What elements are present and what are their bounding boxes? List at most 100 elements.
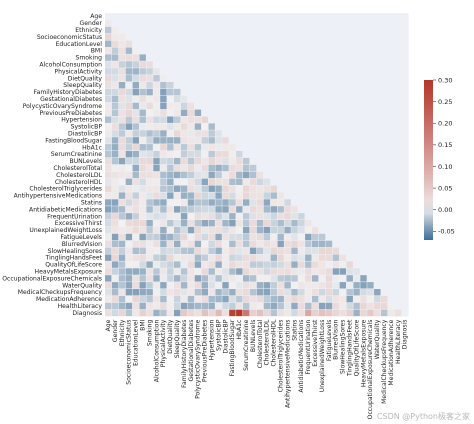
heatmap-cell-39-13 [194,282,202,289]
heatmap-cell-27-19 [236,199,243,206]
heatmap-cell-29-24 [270,213,277,220]
heatmap-cell-30-16 [215,220,222,227]
heatmap-cell-30-29 [305,220,312,227]
heatmap-cell-26-13 [194,192,202,199]
heatmap-cell-30-28 [298,220,305,227]
heatmap-cell-35-27 [291,254,298,261]
heatmap-cell-35-12 [187,254,195,261]
heatmap-cell-34-23 [263,247,271,254]
heatmap-cell-8-0 [105,68,112,75]
heatmap-cell-43-28 [298,309,305,317]
heatmap-cell-37-29 [305,268,312,275]
heatmap-cell-17-0 [105,130,112,137]
heatmap-cell-19-15 [208,144,215,151]
heatmap-cell-43-1 [111,309,119,317]
heatmap-cell-22-9 [167,164,174,172]
heatmap-cell-11-2 [118,88,126,96]
heatmap-cell-42-33 [332,302,340,310]
y-tick-label: GestationalDiabetes [40,96,102,103]
heatmap-cell-31-25 [277,226,284,234]
heatmap-cell-41-18 [229,295,236,303]
heatmap-cell-36-21 [249,261,257,268]
heatmap-cell-23-10 [174,171,181,179]
heatmap-cell-20-4 [132,151,139,158]
heatmap-cell-20-16 [215,151,222,158]
heatmap-cell-43-3 [125,309,133,317]
heatmap-cell-22-15 [208,164,215,172]
heatmap-cell-9-8 [160,75,167,82]
heatmap-cell-13-11 [180,102,188,110]
heatmap-cell-36-35 [346,261,353,268]
heatmap-cell-11-6 [146,88,153,96]
heatmap-cell-36-24 [270,261,277,268]
heatmap-cell-43-42 [394,309,402,317]
y-tick-label: SleepQuality [63,82,102,89]
heatmap-cell-19-13 [194,144,202,151]
heatmap-cell-29-25 [277,213,284,220]
heatmap-cell-12-10 [174,95,181,103]
heatmap-cell-16-13 [194,123,202,130]
heatmap-cell-12-8 [160,95,167,103]
x-tick-label: SocioeconomicStatus [126,320,133,385]
heatmap-cell-18-7 [153,137,160,144]
heatmap-cell-35-17 [222,254,229,261]
heatmap-cell-22-3 [125,164,133,172]
heatmap-cell-30-15 [208,220,215,227]
heatmap-cell-12-1 [111,95,119,103]
y-tick-label: CholesterolTriglycerides [29,186,102,193]
heatmap-cell-36-0 [105,261,112,268]
heatmap-cell-43-17 [222,309,229,317]
heatmap-cell-17-13 [194,130,202,137]
heatmap-cell-41-36 [353,295,360,303]
y-tick-label: SlowHealingSores [48,248,102,255]
heatmap-cell-31-24 [270,226,277,234]
heatmap-cell-33-6 [146,240,153,248]
heatmap-cell-37-3 [125,268,133,275]
heatmap-cell-37-9 [167,268,174,275]
heatmap-cell-30-10 [174,220,181,227]
heatmap-cell-26-2 [118,192,126,199]
heatmap-cell-27-9 [167,199,174,206]
heatmap-cell-21-2 [118,157,126,165]
heatmap-cell-29-18 [229,213,236,220]
colorbar-tick-label: 0.20 [438,120,452,128]
x-tick-label: Statins [291,320,298,341]
heatmap-cell-33-4 [132,240,139,248]
heatmap-cell-26-6 [146,192,153,199]
heatmap-cell-11-4 [132,88,139,96]
heatmap-cell-34-28 [298,247,305,254]
heatmap-cell-38-32 [325,275,333,282]
heatmap-cell-23-8 [160,171,167,179]
heatmap-cell-16-6 [146,123,153,130]
x-tick-label: PreviousPreDiabetes [202,320,209,383]
heatmap-cell-35-4 [132,254,139,261]
heatmap-cell-26-12 [187,192,195,199]
colorbar-tick-label: 0.30 [438,76,452,84]
heatmap-cell-31-12 [187,226,195,234]
heatmap-cell-28-12 [187,206,195,213]
heatmap-cell-22-16 [215,164,222,172]
heatmap-cell-30-27 [291,220,298,227]
heatmap-cell-37-12 [187,268,195,275]
heatmap-cell-40-19 [236,289,243,296]
heatmap-cell-42-10 [174,302,181,310]
heatmap-cell-41-2 [118,295,126,303]
heatmap-cell-36-11 [180,261,188,268]
y-tick-label: AlcoholConsumption [39,61,102,68]
heatmap-cell-35-19 [236,254,243,261]
heatmap-cell-34-1 [111,247,119,254]
heatmap-cell-37-4 [132,268,139,275]
y-tick-label: Ethnicity [75,27,102,34]
heatmap-cell-21-10 [174,157,181,165]
colorbar-tick-label: 0.15 [438,141,452,149]
x-tick-label: Hypertension [208,319,215,360]
heatmap-cells [105,19,402,317]
heatmap-cell-43-4 [132,309,139,317]
heatmap-cell-27-11 [180,199,188,206]
x-tick-label: WaterQuality [374,319,381,359]
heatmap-cell-35-11 [180,254,188,261]
heatmap-cell-41-16 [215,295,222,303]
heatmap-cell-16-1 [111,123,119,130]
heatmap-cell-41-13 [194,295,202,303]
